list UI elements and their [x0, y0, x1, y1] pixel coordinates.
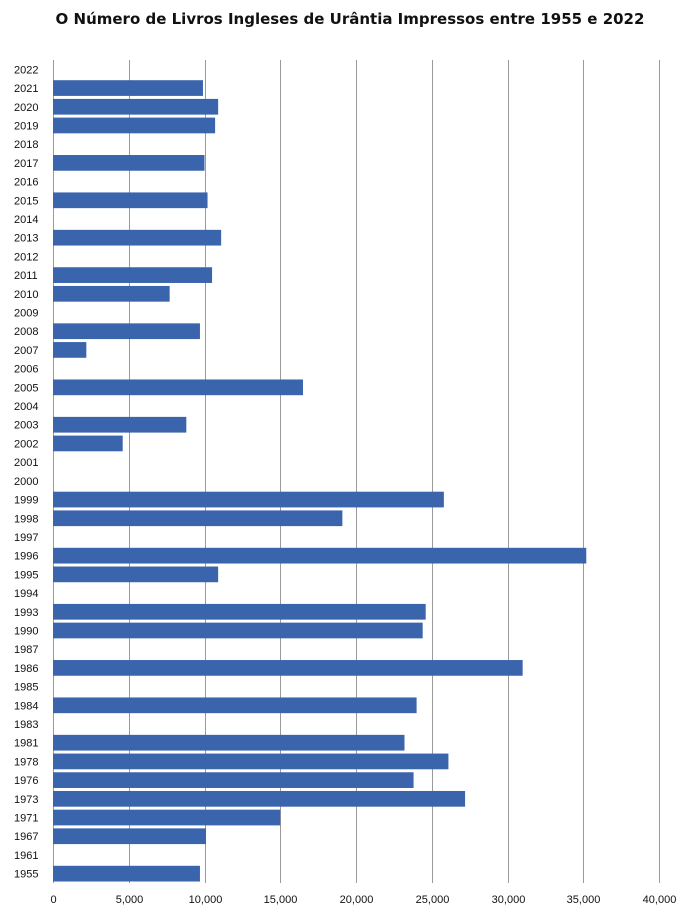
y-tick-label: 2012 [14, 251, 38, 263]
x-tick-label: 20,000 [340, 894, 374, 906]
y-tick-label: 2011 [14, 270, 38, 282]
bar-1976 [53, 772, 414, 788]
x-tick-label: 40,000 [643, 894, 677, 906]
y-tick-label: 2003 [14, 420, 38, 432]
y-tick-label: 1993 [14, 607, 38, 619]
y-tick-label: 1997 [14, 532, 38, 544]
x-tick-labels: 0 5,000 10,000 15,000 20,000 25,000 30,000 35,0… [50, 894, 676, 906]
y-tick-label: 2004 [14, 401, 38, 413]
bar-1993 [53, 603, 426, 620]
x-tick-label: 15,000 [264, 894, 298, 906]
y-tick-label: 2000 [14, 476, 38, 488]
y-tick-label: 2020 [14, 102, 38, 114]
bar-2011 [53, 267, 213, 283]
bar-2003 [53, 416, 187, 433]
y-tick-label: 2022 [14, 64, 38, 76]
y-tick-label: 1998 [14, 513, 38, 525]
x-tick-label: 0 [50, 894, 56, 906]
bars [53, 80, 587, 882]
x-tick-label: 30,000 [492, 894, 526, 906]
bar-1990 [53, 622, 423, 639]
x-tick-label: 5,000 [116, 894, 144, 906]
bar-1955 [53, 865, 200, 882]
bar-1978 [53, 753, 449, 770]
bar-2008 [53, 323, 200, 340]
y-tick-label: 1955 [14, 869, 38, 881]
x-tick-label: 10,000 [189, 894, 223, 906]
bar-1967 [53, 828, 207, 845]
y-tick-label: 2019 [14, 120, 38, 132]
bar-2005 [53, 379, 303, 396]
bar-2002 [53, 435, 123, 452]
y-tick-label: 1990 [14, 625, 38, 637]
y-tick-label: 1967 [14, 831, 38, 843]
y-tick-label: 2013 [14, 233, 38, 245]
y-tick-label: 1996 [14, 551, 38, 563]
bar-1998 [53, 510, 343, 527]
y-tick-label: 1995 [14, 569, 38, 581]
y-tick-label: 2018 [14, 139, 38, 151]
bar-2021 [53, 80, 203, 96]
chart-title: O Número de Livros Ingleses de Urântia I… [55, 10, 645, 28]
bar-1999 [53, 491, 444, 508]
bar-1981 [53, 734, 405, 751]
x-tick-label: 35,000 [567, 894, 601, 906]
y-tick-label: 2017 [14, 158, 38, 170]
y-tick-label: 1981 [14, 738, 38, 750]
bar-2019 [53, 117, 216, 134]
y-tick-label: 1976 [14, 775, 38, 787]
bar-2015 [53, 192, 208, 209]
bar-2020 [53, 98, 219, 115]
bar-1996 [53, 547, 587, 564]
y-tick-label: 2014 [14, 214, 38, 226]
y-tick-labels: 2022 2021 2020 2019 2018 2017 2016 2015 2014 2013… [14, 64, 38, 880]
y-tick-label: 2002 [14, 438, 38, 450]
bar-2013 [53, 229, 222, 246]
y-tick-label: 1985 [14, 682, 38, 694]
y-tick-label: 1983 [14, 719, 38, 731]
y-tick-label: 2021 [14, 83, 38, 95]
y-tick-label: 2016 [14, 177, 38, 189]
y-tick-label: 2008 [14, 326, 38, 338]
y-tick-label: 2007 [14, 345, 38, 357]
bar-2017 [53, 155, 205, 171]
y-tick-label: 1971 [14, 813, 38, 825]
y-tick-label: 2010 [14, 289, 38, 301]
bar-2007 [53, 342, 87, 358]
y-tick-label: 1978 [14, 756, 38, 768]
y-tick-label: 1994 [14, 588, 38, 600]
y-tick-label: 1961 [14, 850, 38, 862]
bar-1986 [53, 660, 523, 676]
y-tick-label: 2009 [14, 308, 38, 320]
y-tick-label: 2001 [14, 457, 38, 469]
y-tick-label: 1987 [14, 644, 38, 656]
bar-1995 [53, 566, 219, 583]
bar-1973 [53, 790, 466, 807]
y-tick-label: 1973 [14, 794, 38, 806]
y-tick-label: 1984 [14, 700, 38, 712]
bar-1984 [53, 697, 417, 714]
bar-1971 [53, 809, 281, 826]
y-tick-label: 2015 [14, 195, 38, 207]
y-tick-label: 2005 [14, 382, 38, 394]
y-tick-label: 1986 [14, 663, 38, 675]
y-tick-label: 2006 [14, 364, 38, 376]
y-tick-label: 1999 [14, 495, 38, 507]
x-tick-label: 25,000 [416, 894, 450, 906]
bar-2010 [53, 285, 170, 302]
